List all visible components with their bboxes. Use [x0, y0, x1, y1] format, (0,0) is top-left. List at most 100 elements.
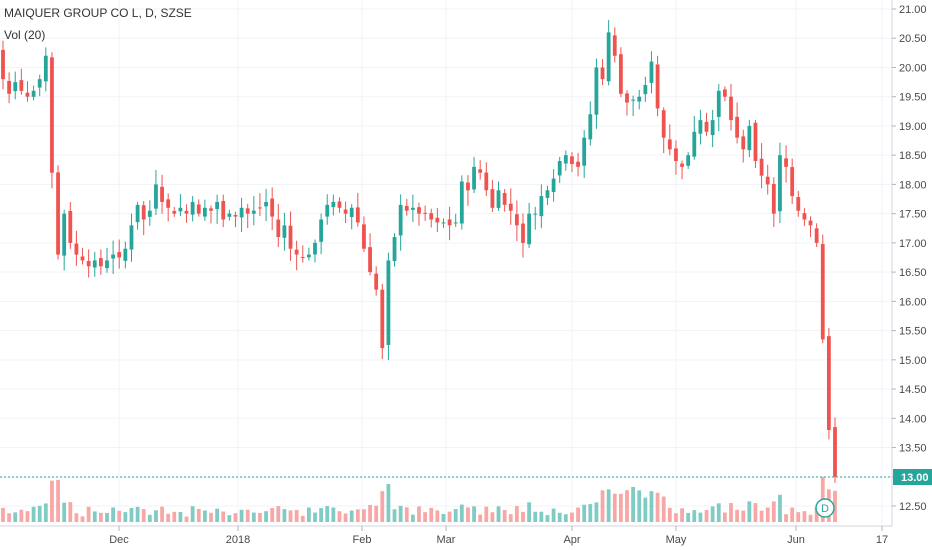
candle-body [258, 207, 262, 209]
candle-body [741, 136, 746, 150]
candle-body [190, 201, 195, 215]
volume-bar [778, 494, 782, 522]
chart-title[interactable]: MAIQUER GROUP CO L, D, SZSE [4, 6, 192, 20]
volume-bar [251, 512, 256, 522]
candle-body [710, 120, 715, 136]
candle-body [429, 213, 434, 220]
volume-bar [600, 490, 605, 522]
time-axis[interactable]: Dec 2018 Feb Mar Apr May Jun 17 [109, 526, 888, 546]
volume-bar [86, 506, 91, 522]
candle-body [771, 183, 776, 214]
volume-bar [722, 512, 727, 522]
candle-body [43, 55, 48, 82]
volume-bar [539, 511, 544, 522]
candle-body [355, 207, 360, 223]
time-tick-label: Apr [563, 534, 580, 546]
volume-bar [233, 513, 238, 522]
volume-bar [331, 507, 336, 522]
volume-bar [288, 510, 293, 522]
candle-body [796, 197, 801, 211]
volume-bar [576, 507, 580, 522]
volume-bar [68, 502, 73, 522]
volume-bar [729, 503, 733, 522]
volume-bar [227, 515, 232, 522]
candle-body [196, 204, 201, 214]
candle-body [74, 243, 79, 255]
volume-bar [649, 491, 654, 522]
candle-body [722, 89, 727, 97]
time-tick-label: 17 [876, 534, 888, 546]
candle-body [19, 80, 24, 91]
candle-body [435, 217, 440, 223]
volume-bar [441, 513, 446, 522]
candle-body [557, 161, 562, 176]
candle-body [68, 210, 73, 243]
volume-bar [325, 506, 330, 522]
volume-bar [637, 490, 642, 522]
candle-body [637, 96, 642, 102]
volume-legend[interactable]: Vol (20) [4, 28, 45, 42]
price-tick-label: 15.00 [899, 355, 927, 367]
volume-bar [771, 501, 776, 522]
candlesticks [1, 20, 837, 483]
volume-bar [759, 510, 764, 522]
volume-bar [459, 504, 464, 522]
candle-body [643, 85, 648, 95]
price-axis[interactable]: 21.00 20.50 20.00 19.50 19.00 18.50 18.00 17.50… [892, 4, 927, 513]
candle-body [386, 260, 391, 345]
candle-body [496, 190, 501, 208]
candle-body [514, 214, 519, 226]
volume-bar [1, 507, 5, 522]
candle-body [729, 96, 733, 121]
candle-body [251, 210, 256, 214]
volume-bar [661, 496, 666, 522]
candle-body [588, 114, 593, 140]
volume-bar [300, 515, 305, 522]
candle-body [692, 131, 697, 157]
candle-body [441, 222, 446, 224]
volume-bar [631, 486, 636, 522]
volume-bar [533, 511, 538, 522]
volume-bars [1, 476, 837, 522]
price-tick-label: 18.50 [899, 150, 927, 162]
volume-bar [380, 491, 385, 522]
volume-bar [123, 512, 128, 522]
volume-bar [466, 507, 470, 522]
candle-body [570, 156, 574, 164]
candle-body [264, 201, 268, 207]
grid [0, 0, 892, 526]
candle-body [123, 248, 128, 261]
volume-bar [141, 509, 146, 522]
candle-body [410, 207, 415, 210]
volume-bar [25, 511, 30, 522]
volume-bar [270, 508, 275, 522]
candle-body [184, 210, 189, 214]
candle-body [172, 211, 177, 214]
dividend-marker-label: D [821, 503, 829, 515]
volume-bar [753, 503, 758, 522]
candle-body [374, 273, 379, 290]
volume-bar [612, 493, 617, 522]
volume-bar [111, 507, 116, 522]
volume-bar [264, 511, 268, 522]
candle-body [141, 205, 146, 220]
candle-body [459, 181, 464, 224]
volume-bar [62, 502, 67, 522]
price-tick-label: 20.50 [899, 33, 927, 45]
time-tick-label: May [666, 534, 687, 546]
volume-bar [496, 506, 501, 522]
volume-bar [209, 512, 213, 522]
volume-bar [355, 509, 360, 522]
candle-body [50, 57, 54, 173]
candle-body [111, 254, 116, 259]
dividend-marker[interactable]: D [815, 498, 835, 518]
candle-body [698, 120, 703, 134]
volume-bar [417, 506, 421, 522]
candle-body [753, 122, 758, 162]
volume-bar [7, 513, 12, 522]
candle-body [25, 92, 30, 97]
candle-body [600, 67, 605, 80]
volume-bar [349, 510, 354, 522]
